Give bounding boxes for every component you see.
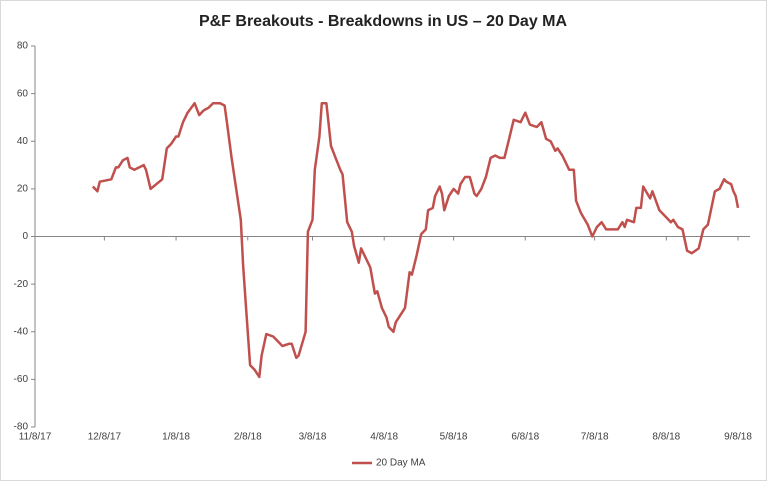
y-tick-label: 80 — [17, 41, 29, 52]
x-tick-label: 5/8/18 — [440, 432, 468, 443]
x-tick-label: 1/8/18 — [162, 432, 190, 443]
x-tick-label: 8/8/18 — [652, 432, 680, 443]
x-tick-label: 11/8/17 — [19, 432, 52, 443]
x-tick-label: 2/8/18 — [234, 432, 262, 443]
y-tick-label: 40 — [17, 136, 29, 147]
chart-title: P&F Breakouts - Breakdowns in US – 20 Da… — [199, 13, 568, 30]
y-tick-label: 20 — [17, 184, 29, 195]
legend-label: 20 Day MA — [376, 458, 426, 469]
x-tick-label: 12/8/17 — [88, 432, 122, 443]
y-tick-label: -20 — [14, 279, 29, 290]
y-tick-label: 60 — [17, 88, 29, 99]
y-tick-label: -80 — [14, 422, 29, 433]
y-tick-label: -60 — [14, 374, 29, 385]
y-tick-label: -40 — [14, 326, 29, 337]
x-tick-label: 9/8/18 — [724, 432, 752, 443]
y-tick-label: 0 — [22, 231, 28, 242]
x-tick-label: 4/8/18 — [370, 432, 398, 443]
x-tick-label: 7/8/18 — [581, 432, 609, 443]
x-tick-label: 3/8/18 — [299, 432, 327, 443]
line-series — [91, 101, 740, 379]
x-tick-label: 6/8/18 — [511, 432, 539, 443]
